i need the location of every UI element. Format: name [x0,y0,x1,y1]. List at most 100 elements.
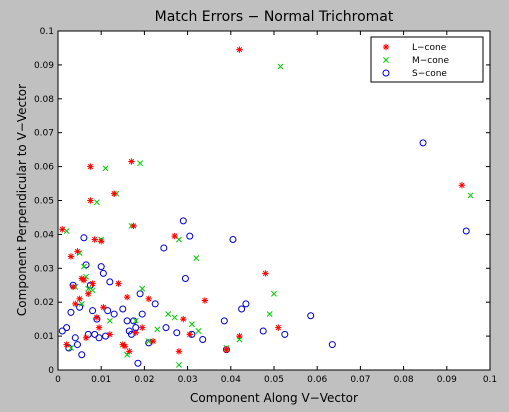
y-tick-label: 0.01 [34,332,54,342]
m-cone-point [176,236,182,243]
s-cone-point [67,308,75,316]
l-cone-point [171,232,178,240]
l-cone-point [69,283,77,291]
m-cone-point [154,326,161,333]
x-tick-labels: 0 0.01 0.02 0.03 0.04 0.05 0.06 0.07 0.08 0.09 0.1 [55,375,497,385]
l-cone-point [76,295,83,303]
l-cone-point [115,280,122,287]
axis-ticks [57,30,491,371]
chart-title: Match Errors − Normal Trichromat [155,9,394,25]
y-tick-label: 0.03 [34,264,54,274]
y-tick-label: 0.07 [34,129,54,139]
y-tick-labels: 0 0.01 0.02 0.03 0.04 0.05 0.06 0.07 0.08 0.09 0.1 [34,27,54,376]
s-cone-point [181,274,189,282]
s-cone-point [220,317,228,325]
x-tick-label: 0.01 [91,375,111,385]
m-cone-point [195,328,202,334]
s-cone-point [259,327,267,335]
legend-entry-label: L−cone [412,43,447,53]
l-cone-point [121,343,129,350]
legend: L−cone M−cone S−cone [370,36,484,83]
l-cone-point [275,324,282,331]
s-cone-point [71,334,79,342]
m-cone-point [271,290,277,297]
s-cone-point [78,351,86,359]
l-cone-point [72,300,79,308]
s-cone-point [238,305,246,313]
s-cone-point [179,217,187,225]
s-cone-point [97,263,105,271]
s-cone-point [199,335,207,343]
m-cone-point [266,311,273,318]
s-cone-point [138,310,146,318]
s-cone-point [106,278,114,286]
data-points [58,46,474,368]
l-cone-point [236,46,243,53]
s-cone-point [419,139,427,147]
l-cone-point [262,270,269,277]
l-cone-point [106,331,114,338]
x-tick-label: 0.05 [264,375,284,385]
m-cone-point [277,63,284,70]
l-cone-point [93,314,101,321]
m-cone-point [467,192,474,199]
x-tick-label: 0.04 [221,375,241,385]
l-cone-point [85,290,92,297]
m-cone-point [78,300,85,307]
l-cone-point [59,226,66,233]
s-cone-point [151,300,159,308]
legend-entry-label: M−cone [412,56,449,66]
x-tick-label: 0.08 [394,375,414,385]
s-cone-point [76,303,84,311]
m-cone-point [193,255,200,262]
l-cone-point [126,348,133,355]
s-cone-point [130,317,138,325]
s-cone-point [281,330,289,338]
s-cone-point [80,234,88,242]
x-tick-label: 0.1 [483,375,497,385]
m-cone-point [176,361,182,368]
x-tick-label: 0.09 [437,375,457,385]
m-cone-point [80,263,87,270]
y-tick-label: 0.04 [34,230,54,240]
s-cone-point [58,327,66,335]
s-cone-point [229,235,237,243]
s-cone-point [119,305,127,313]
l-cone-point [63,341,70,348]
l-cone-point [91,236,98,243]
l-cone-point [123,293,131,301]
l-cone-point [186,331,193,338]
x-tick-label: 0.06 [307,375,327,385]
legend-marker-s-cone [382,69,390,77]
l-cone-point [180,315,187,323]
l-cone-point [132,329,139,336]
m-cone-point [139,285,146,292]
l-cone-point [110,190,118,197]
y-tick-label: 0.02 [34,298,54,308]
s-cone-point [89,307,97,315]
x-tick-label: 0.03 [178,375,198,385]
s-cone-point [95,334,103,342]
l-cone-point [223,346,230,353]
l-cone-point [139,324,146,331]
m-cone-point [132,317,139,324]
m-cone-point [89,287,96,294]
s-cone-point [99,269,107,277]
s-cone-point [162,324,170,332]
s-cone-point [104,307,112,315]
x-tick-label: 0.07 [350,375,370,385]
m-cone-point [85,285,92,292]
m-cone-point [188,321,195,328]
s-cone-point [73,341,81,349]
y-tick-label: 0.06 [34,163,54,173]
l-cone-point [74,248,81,255]
y-tick-label: 0.08 [34,95,54,105]
s-cone-point [186,232,194,240]
m-cone-point [137,160,144,167]
l-cone-point [128,158,135,165]
l-cone-point [87,163,94,170]
s-cone-point [160,244,168,252]
l-cone-point [201,297,209,304]
s-cone-point [462,227,470,235]
